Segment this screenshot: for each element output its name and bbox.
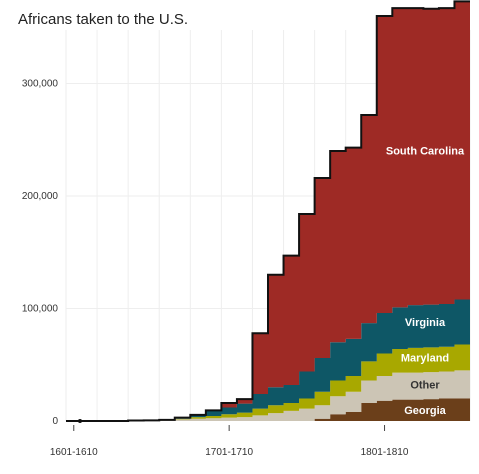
- chart-title: Africans taken to the U.S.: [18, 11, 189, 28]
- series-area-maryland: [66, 344, 470, 421]
- series-area-georgia: [66, 398, 470, 421]
- x-tick-label: 1701-1710: [205, 447, 253, 458]
- series-area-other: [66, 370, 470, 421]
- series-label-virginia: Virginia: [405, 317, 446, 329]
- y-tick-label: 300,000: [22, 79, 59, 90]
- series-label-maryland: Maryland: [401, 352, 449, 364]
- series-area-virginia: [66, 299, 470, 421]
- x-tick-label: 1801-1810: [361, 447, 409, 458]
- y-tick-label: 200,000: [22, 191, 59, 202]
- y-tick-label: 0: [52, 416, 58, 427]
- series-label-south-carolina: South Carolina: [386, 145, 465, 157]
- series-label-other: Other: [410, 379, 440, 391]
- x-tick-label: 1601-1610: [50, 447, 98, 458]
- start-point: [78, 419, 82, 423]
- series-label-georgia: Georgia: [404, 405, 446, 417]
- series-area-south-carolina: [66, 1, 470, 421]
- y-tick-label: 100,000: [22, 304, 59, 315]
- total-outline: [66, 0, 470, 422]
